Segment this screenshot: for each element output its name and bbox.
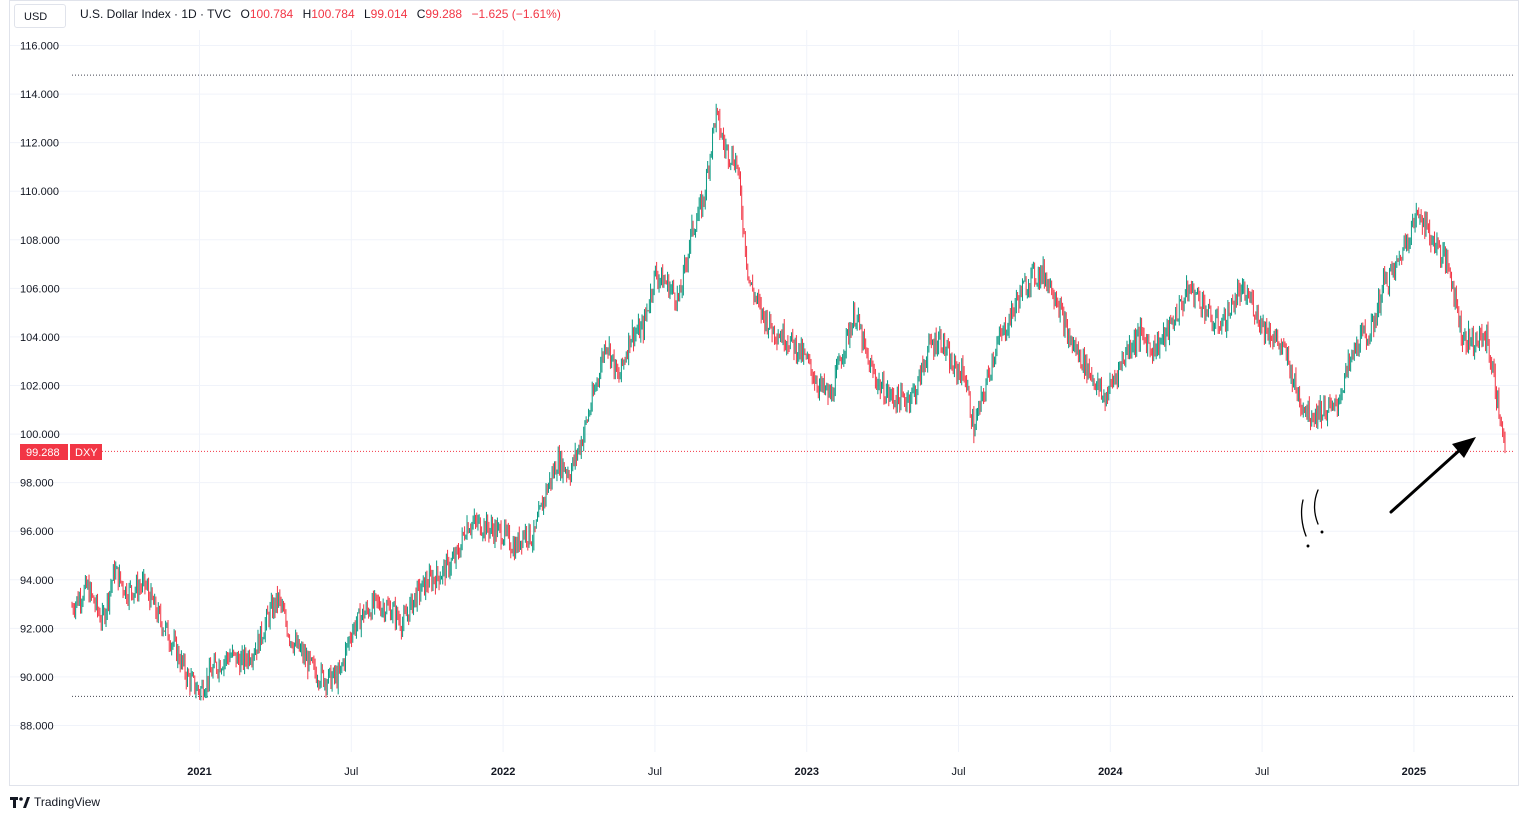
open-label: O <box>240 7 250 21</box>
y-tick-label: 102.000 <box>20 381 60 393</box>
y-tick-label: 100.000 <box>20 429 60 441</box>
reference-lines <box>72 74 1515 697</box>
y-tick-label: 96.000 <box>20 526 54 538</box>
branding[interactable]: TradingView <box>10 795 100 809</box>
x-tick-label: Jul <box>1255 766 1269 778</box>
y-tick-label: 114.000 <box>20 89 59 101</box>
y-tick-label: 90.000 <box>20 672 54 684</box>
change-value: −1.625 (−1.61%) <box>471 7 561 21</box>
y-tick-label: 88.000 <box>20 721 54 733</box>
x-tick-label: 2025 <box>1402 766 1426 778</box>
low-value: 99.014 <box>370 7 408 21</box>
x-tick-label: Jul <box>648 766 662 778</box>
y-tick-label: 112.000 <box>20 138 59 150</box>
open-value: 100.784 <box>249 7 294 21</box>
candle-series <box>71 103 1506 701</box>
high-value: 100.784 <box>311 7 355 21</box>
x-tick-label: 2021 <box>187 766 211 778</box>
arrow-icon[interactable] <box>1389 437 1476 514</box>
currency-button[interactable]: USD <box>14 4 66 28</box>
symbol-title[interactable]: U.S. Dollar Index · 1D · TVC <box>80 7 232 21</box>
y-tick-label: 116.000 <box>20 41 59 53</box>
x-tick-label: 2023 <box>794 766 818 778</box>
last-price-label: 99.288 DXY <box>20 444 102 460</box>
y-tick-label: 98.000 <box>20 478 54 490</box>
tradingview-logo-icon <box>10 796 30 808</box>
close-value: 99.288 <box>425 7 463 21</box>
hand-drawn-scribble-icon[interactable] <box>1300 489 1324 548</box>
chart-frame <box>9 0 1519 786</box>
high-label: H <box>302 7 312 21</box>
y-tick-label: 110.000 <box>20 186 59 198</box>
x-tick-label: 2022 <box>491 766 515 778</box>
last-price-symbol: DXY <box>75 447 98 459</box>
low-label: L <box>363 7 371 21</box>
x-tick-label: Jul <box>344 766 358 778</box>
y-tick-label: 104.000 <box>20 332 60 344</box>
y-tick-label: 94.000 <box>20 575 54 587</box>
x-tick-label: 2024 <box>1098 766 1123 778</box>
x-tick-label: Jul <box>951 766 965 778</box>
close-label: C <box>416 7 426 21</box>
y-tick-label: 92.000 <box>20 623 54 635</box>
y-axis: 88.000 90.000 92.000 94.000 96.000 98.000 100.… <box>20 41 60 733</box>
symbol-legend: U.S. Dollar Index · 1D · TVC O100.784 H1… <box>80 7 561 21</box>
x-axis: 2021 Jul 2022 Jul 2023 Jul 2024 Jul 2025 <box>187 766 1426 778</box>
y-tick-label: 108.000 <box>20 235 60 247</box>
last-price-value: 99.288 <box>26 447 60 459</box>
y-tick-label: 106.000 <box>20 283 60 295</box>
branding-name: TradingView <box>34 795 101 809</box>
